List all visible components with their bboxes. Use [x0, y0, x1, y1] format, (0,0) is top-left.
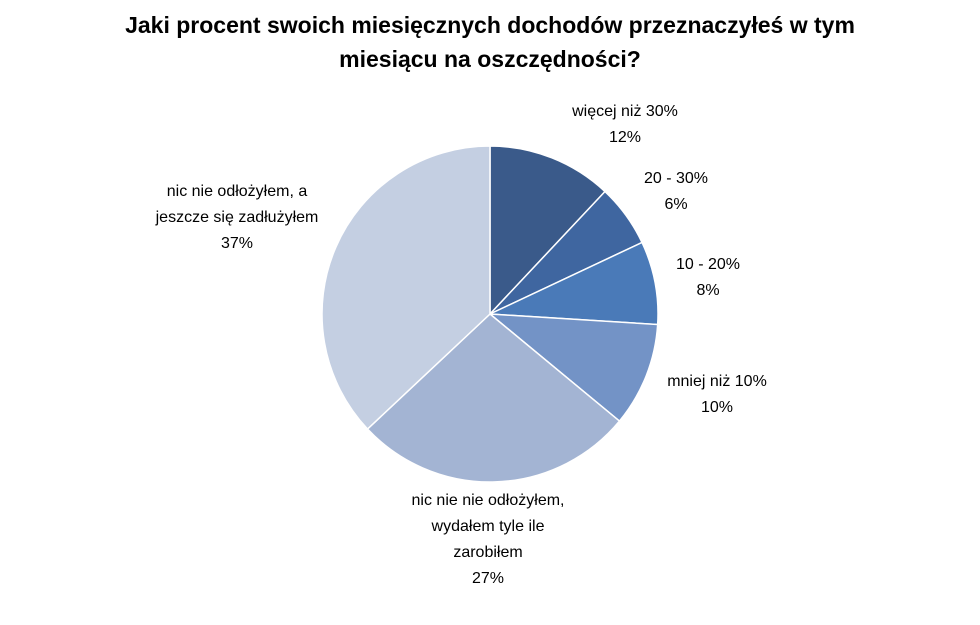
pie-slice	[489, 145, 607, 316]
chart-title: Jaki procent swoich miesięcznych dochodó…	[125, 12, 855, 72]
category-label: 10 - 20%	[675, 256, 741, 273]
slice-label: więcej niż 30% 12%	[550, 99, 700, 151]
pie-slice	[366, 313, 621, 483]
category-label: nic nie nie odłożyłem, wydałem tyle ile …	[411, 492, 565, 561]
slice-label: 20 - 30% 6%	[626, 166, 726, 218]
pie-slice	[487, 313, 659, 423]
category-label: więcej niż 30%	[572, 103, 678, 120]
value-label: 10%	[700, 399, 734, 416]
value-label: 6%	[664, 196, 688, 213]
value-label: 37%	[220, 235, 254, 252]
slice-label: nic nie odłożyłem, a jeszcze się zadłuży…	[149, 179, 325, 257]
slice-label: 10 - 20% 8%	[658, 252, 758, 304]
category-label: nic nie odłożyłem, a jeszcze się zadłuży…	[155, 183, 319, 226]
value-label: 12%	[608, 129, 642, 146]
slice-label: mniej niż 10% 10%	[652, 369, 782, 421]
value-label: 27%	[471, 570, 505, 587]
category-label: 20 - 30%	[643, 170, 709, 187]
slice-label: nic nie nie odłożyłem, wydałem tyle ile …	[407, 488, 569, 592]
pie-slice	[321, 145, 491, 431]
value-label: 8%	[696, 282, 720, 299]
category-label: mniej niż 10%	[667, 373, 767, 390]
